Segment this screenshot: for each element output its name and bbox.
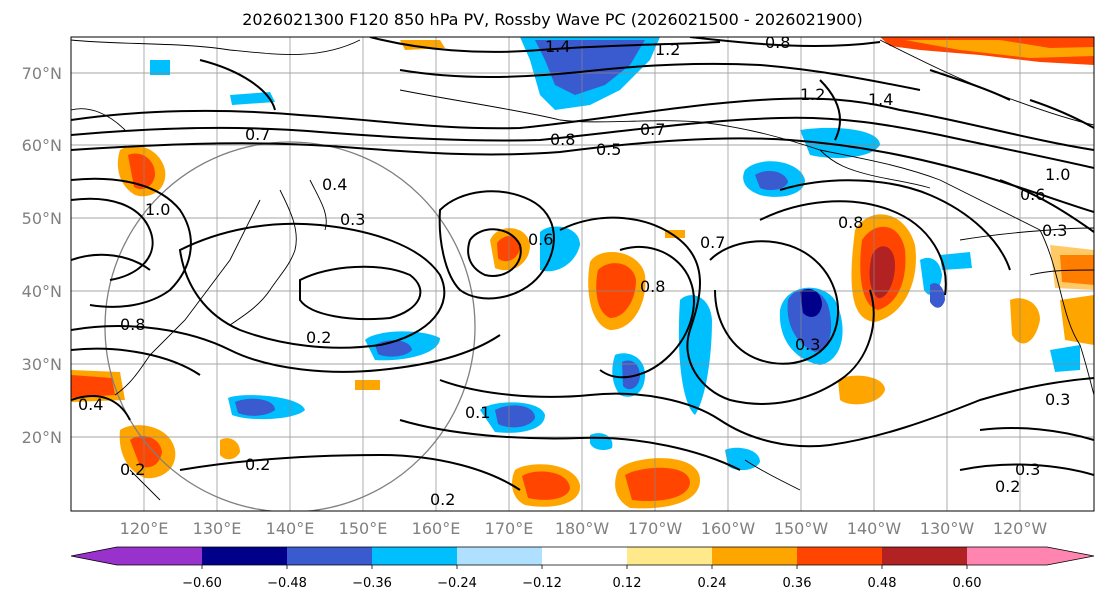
colorbar-segment — [457, 547, 542, 565]
colorbar-segment — [882, 547, 967, 565]
contour-label: 0.8 — [765, 33, 790, 52]
lon-label: 140°E — [266, 519, 315, 538]
lon-label: 130°W — [920, 519, 975, 538]
lon-label: 130°E — [193, 519, 242, 538]
latitude-labels: 70°N 60°N 50°N 40°N 30°N 20°N — [22, 64, 62, 447]
contour-label: 0.2 — [306, 328, 331, 347]
colorbar-segment — [627, 547, 712, 565]
graticule — [71, 37, 1094, 511]
negative-anomaly-fills — [150, 37, 1080, 471]
contour-label: 0.6 — [1020, 185, 1045, 204]
map-title: 2026021300 F120 850 hPa PV, Rossby Wave … — [242, 10, 863, 29]
colorbar: −0.60 −0.48 −0.36 −0.24 −0.12 0.12 0.24 … — [70, 546, 1095, 591]
colorbar-segment — [542, 547, 627, 565]
colorbar-segment — [967, 547, 1047, 565]
colorbar-segment — [372, 547, 457, 565]
contour-label: 0.7 — [700, 233, 725, 252]
lon-label: 150°W — [774, 519, 829, 538]
lon-label: 150°E — [339, 519, 388, 538]
contour-label: 0.2 — [995, 477, 1020, 496]
colorbar-tick-label: −0.12 — [522, 576, 562, 591]
lon-label: 160°E — [412, 519, 461, 538]
colorbar-segment — [202, 547, 287, 565]
contour-label: 1.4 — [868, 90, 893, 109]
colorbar-extend-low — [71, 547, 117, 565]
colorbar-segment — [797, 547, 882, 565]
colorbar-tick-label: 0.24 — [698, 576, 727, 591]
contour-label: 0.6 — [528, 230, 553, 249]
contour-label: 0.8 — [640, 277, 665, 296]
lon-label: 170°W — [628, 519, 683, 538]
contour-label: 1.2 — [655, 40, 680, 59]
contour-label: 1.0 — [145, 200, 170, 219]
colorbar-extend-high — [1047, 547, 1094, 565]
lon-label: 180°W — [555, 519, 610, 538]
contour-label: 0.8 — [120, 315, 145, 334]
colorbar-tick-label: 0.36 — [783, 576, 812, 591]
contour-label: 1.0 — [1045, 165, 1070, 184]
colorbar-tick-label: −0.48 — [267, 576, 307, 591]
contour-label: 0.8 — [838, 213, 863, 232]
contour-label: 0.3 — [1015, 460, 1040, 479]
colorbar-segment — [287, 547, 372, 565]
contour-label: 0.2 — [245, 455, 270, 474]
map-frame — [70, 36, 1095, 512]
colorbar-tick-label: 0.60 — [953, 576, 982, 591]
colorbar-tick-label: −0.60 — [182, 576, 222, 591]
colorbar-tick-label: 0.12 — [613, 576, 642, 591]
contour-label: 0.3 — [1042, 221, 1067, 240]
colorbar-tick-label: −0.36 — [352, 576, 392, 591]
colorbar-segment — [712, 547, 797, 565]
contour-label: 0.2 — [430, 490, 455, 509]
lon-label: 170°E — [485, 519, 534, 538]
contour-label: 0.4 — [322, 175, 347, 194]
longitude-labels: 120°E 130°E 140°E 150°E 160°E 170°E 180°… — [120, 519, 1048, 538]
contour-label: 0.8 — [550, 130, 575, 149]
lat-label: 40°N — [22, 282, 62, 301]
contour-label: 0.3 — [1045, 390, 1070, 409]
lon-label: 160°W — [701, 519, 756, 538]
colorbar-outline — [70, 546, 1095, 566]
pv-contours — [71, 37, 1094, 491]
lat-label: 20°N — [22, 428, 62, 447]
contour-label: 1.4 — [545, 37, 570, 56]
contour-label: 0.3 — [795, 335, 820, 354]
colorbar-tick-label: 0.48 — [868, 576, 897, 591]
lat-label: 30°N — [22, 355, 62, 374]
lat-label: 50°N — [22, 209, 62, 228]
colorbar-tick-label: −0.24 — [437, 576, 477, 591]
contour-label-group: 1.4 1.2 0.8 1.2 1.4 0.7 0.8 0.5 1.0 1.0 … — [78, 33, 1070, 509]
contour-label: 0.7 — [245, 125, 270, 144]
colorbar-segment — [117, 547, 202, 565]
contour-label: 1.2 — [800, 85, 825, 104]
lon-label: 120°W — [993, 519, 1048, 538]
lat-label: 60°N — [22, 136, 62, 155]
lon-label: 140°W — [847, 519, 902, 538]
contour-label: 0.3 — [340, 210, 365, 229]
lat-label: 70°N — [22, 64, 62, 83]
contour-label: 0.1 — [465, 403, 490, 422]
contour-label: 0.5 — [596, 140, 621, 159]
contour-label: 0.4 — [78, 395, 103, 414]
contour-label: 0.7 — [640, 120, 665, 139]
lon-label: 120°E — [120, 519, 169, 538]
contour-label: 0.2 — [120, 460, 145, 479]
